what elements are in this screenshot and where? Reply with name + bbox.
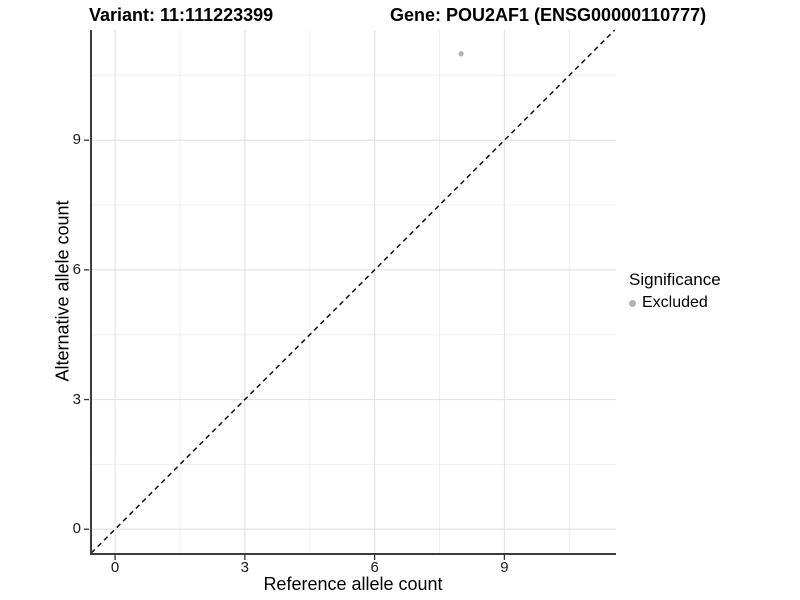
variant-title: Variant: 11:111223399 — [89, 5, 274, 25]
y-axis-label: Alternative allele count — [52, 200, 73, 382]
x-tick-label: 0 — [110, 559, 120, 576]
legend-item-label: Excluded — [642, 294, 708, 311]
data-point — [458, 51, 464, 57]
legend: Significance Excluded — [629, 269, 721, 313]
y-tick-label: 0 — [72, 520, 81, 538]
legend-title: Significance — [629, 270, 721, 289]
excluded-point-icon — [629, 299, 636, 307]
y-tick-label: 3 — [72, 390, 81, 408]
y-tick-label: 9 — [72, 131, 81, 149]
legend-item-excluded: Excluded — [629, 293, 721, 313]
identity-line — [90, 29, 616, 554]
gene-title: Gene: POU2AF1 (ENSG00000110777) — [390, 5, 707, 25]
x-tick-label: 3 — [240, 559, 250, 576]
x-tick-label: 9 — [500, 559, 509, 576]
x-axis-label: Reference allele count — [263, 574, 443, 594]
y-tick-label: 6 — [72, 260, 81, 278]
x-tick-label: 6 — [370, 559, 379, 576]
